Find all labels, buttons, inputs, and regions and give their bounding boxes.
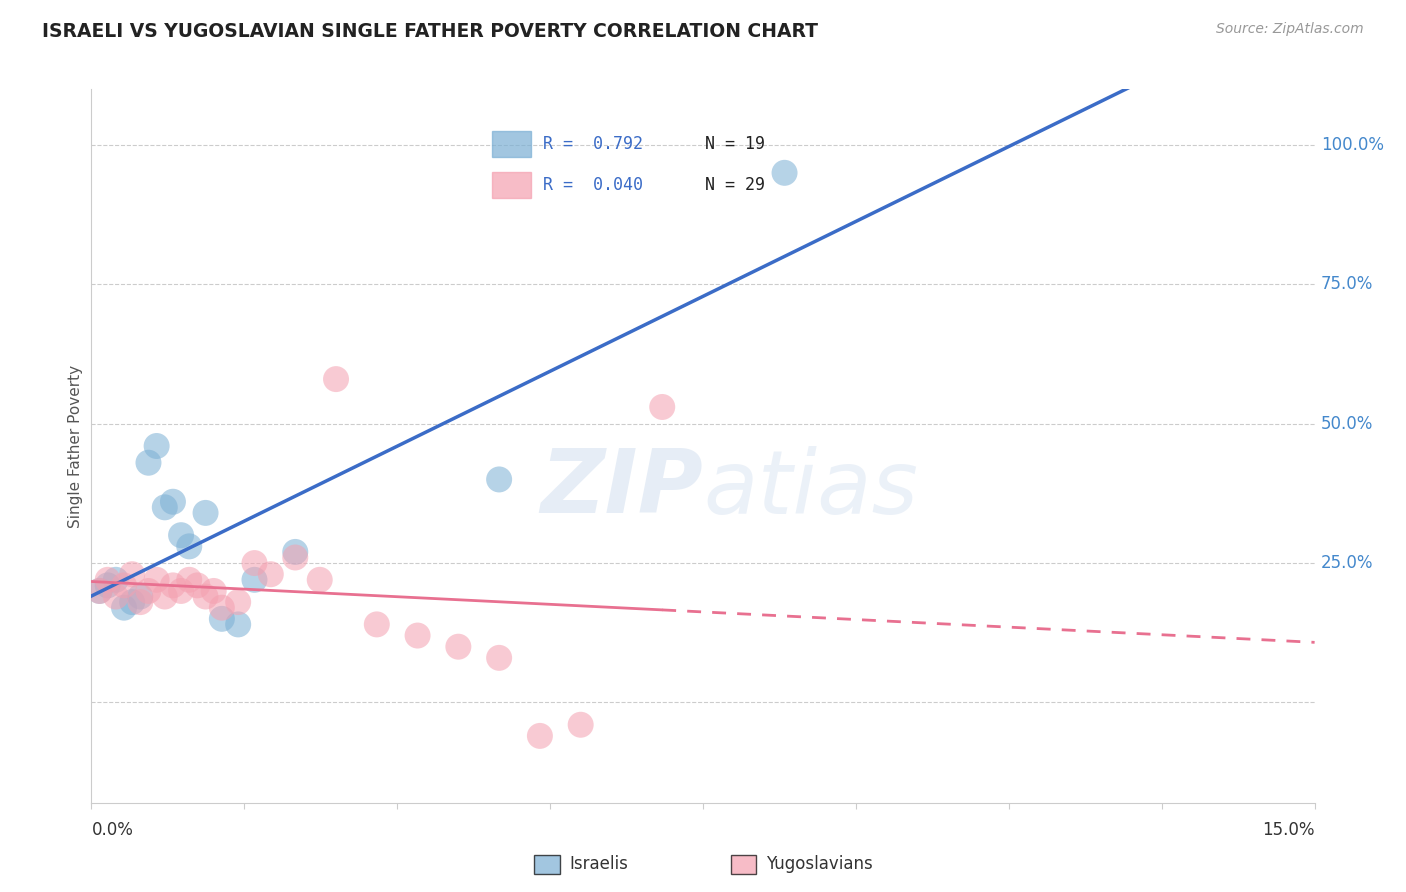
Point	[651, 400, 673, 414]
Point	[170, 583, 193, 598]
Point	[179, 573, 201, 587]
Point	[153, 590, 176, 604]
Text: 100.0%: 100.0%	[1320, 136, 1384, 154]
Text: 0.0%: 0.0%	[91, 821, 134, 838]
Point	[325, 372, 347, 386]
Point	[308, 573, 330, 587]
Text: ISRAELI VS YUGOSLAVIAN SINGLE FATHER POVERTY CORRELATION CHART: ISRAELI VS YUGOSLAVIAN SINGLE FATHER POV…	[42, 22, 818, 41]
Point	[226, 617, 249, 632]
Point	[773, 166, 796, 180]
Point	[243, 556, 266, 570]
Point	[121, 567, 143, 582]
Point	[194, 506, 217, 520]
Point	[97, 578, 120, 592]
Text: Israelis: Israelis	[569, 855, 628, 873]
Text: Source: ZipAtlas.com: Source: ZipAtlas.com	[1216, 22, 1364, 37]
Point	[211, 600, 233, 615]
Point	[112, 578, 135, 592]
Y-axis label: Single Father Poverty: Single Father Poverty	[67, 365, 83, 527]
Point	[104, 590, 127, 604]
Text: atias: atias	[703, 446, 918, 532]
Point	[569, 717, 592, 731]
Point	[488, 473, 510, 487]
Text: 25.0%: 25.0%	[1320, 554, 1374, 572]
Point	[97, 573, 120, 587]
Text: Yugoslavians: Yugoslavians	[766, 855, 873, 873]
Point	[284, 550, 307, 565]
Point	[226, 595, 249, 609]
Point	[138, 583, 160, 598]
Point	[202, 583, 225, 598]
Point	[194, 590, 217, 604]
Text: 15.0%: 15.0%	[1263, 821, 1315, 838]
Point	[366, 617, 388, 632]
Text: ZIP: ZIP	[540, 445, 703, 533]
Point	[488, 651, 510, 665]
Text: 75.0%: 75.0%	[1320, 276, 1374, 293]
Point	[129, 595, 152, 609]
Point	[162, 494, 184, 508]
Point	[145, 573, 167, 587]
Point	[260, 567, 283, 582]
Point	[211, 612, 233, 626]
Point	[447, 640, 470, 654]
Point	[153, 500, 176, 515]
Point	[89, 583, 111, 598]
Point	[170, 528, 193, 542]
Point	[186, 578, 208, 592]
Point	[89, 583, 111, 598]
Point	[179, 539, 201, 553]
Point	[529, 729, 551, 743]
Point	[129, 590, 152, 604]
Point	[104, 573, 127, 587]
Point	[138, 456, 160, 470]
Point	[112, 600, 135, 615]
Point	[162, 578, 184, 592]
Point	[145, 439, 167, 453]
Text: 50.0%: 50.0%	[1320, 415, 1374, 433]
Point	[406, 628, 429, 642]
Point	[121, 595, 143, 609]
Point	[243, 573, 266, 587]
Point	[284, 545, 307, 559]
